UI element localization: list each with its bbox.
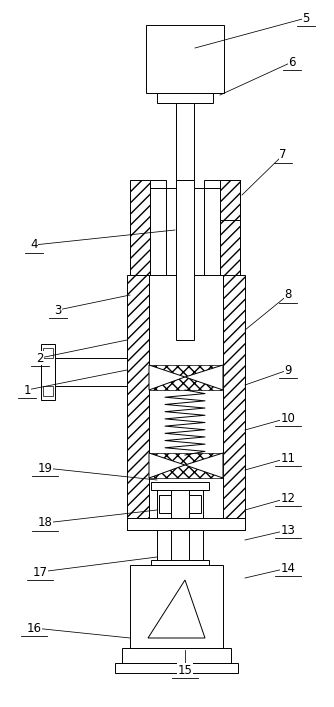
Polygon shape <box>185 365 223 390</box>
Bar <box>157 93 213 103</box>
Bar <box>189 495 201 513</box>
Bar <box>176 103 194 180</box>
Bar <box>204 188 220 310</box>
Text: 13: 13 <box>281 523 296 537</box>
Text: 3: 3 <box>54 303 62 317</box>
Text: 1: 1 <box>23 383 31 397</box>
Polygon shape <box>149 365 185 390</box>
Text: 8: 8 <box>284 288 292 301</box>
Bar <box>43 386 53 396</box>
Bar <box>204 180 220 188</box>
Bar <box>150 180 166 188</box>
Bar <box>122 648 231 663</box>
Polygon shape <box>185 453 223 478</box>
Text: 6: 6 <box>288 56 296 69</box>
Bar <box>127 275 149 530</box>
Bar <box>130 565 223 648</box>
Bar <box>41 344 55 400</box>
Text: 4: 4 <box>30 238 38 252</box>
Bar <box>151 482 209 490</box>
Bar <box>149 365 223 390</box>
Text: 9: 9 <box>284 363 292 377</box>
Bar <box>43 348 53 358</box>
Text: 18: 18 <box>37 517 52 530</box>
Bar <box>115 663 238 673</box>
Bar <box>55 358 127 386</box>
Text: 12: 12 <box>281 491 296 505</box>
Bar <box>146 25 224 93</box>
Text: 5: 5 <box>302 11 310 25</box>
Text: 15: 15 <box>178 663 192 677</box>
Polygon shape <box>148 580 205 638</box>
Bar <box>220 180 240 310</box>
Text: 19: 19 <box>37 462 52 474</box>
Bar <box>127 518 245 530</box>
Bar <box>157 490 171 560</box>
Text: 17: 17 <box>32 566 47 578</box>
Text: 16: 16 <box>26 621 41 634</box>
Bar <box>166 188 204 310</box>
Text: 10: 10 <box>281 411 296 424</box>
Text: 11: 11 <box>281 452 296 464</box>
Bar <box>130 180 150 310</box>
Bar <box>149 453 223 478</box>
Bar <box>223 275 245 530</box>
Text: 2: 2 <box>36 351 44 365</box>
Text: 14: 14 <box>281 561 296 575</box>
Bar <box>220 180 240 220</box>
Polygon shape <box>149 453 185 478</box>
Bar <box>149 275 223 530</box>
Bar <box>151 560 209 568</box>
Bar <box>189 490 203 560</box>
Bar <box>176 180 194 340</box>
Bar <box>159 495 171 513</box>
Bar <box>150 188 166 310</box>
Text: 7: 7 <box>279 148 287 161</box>
